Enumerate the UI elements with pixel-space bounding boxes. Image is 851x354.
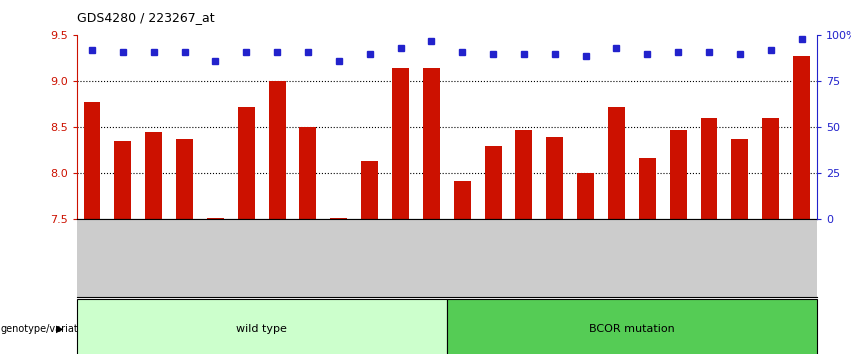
Text: wild type: wild type [237,324,287,334]
Bar [330,218,347,219]
Bar [392,68,409,219]
Text: genotype/variation: genotype/variation [1,324,94,334]
Bar [83,102,100,219]
Bar [207,218,224,219]
Text: GDS4280 / 223267_at: GDS4280 / 223267_at [77,11,214,24]
Bar [762,118,780,219]
Bar [454,181,471,219]
Bar [114,141,131,219]
Bar [731,139,748,219]
Text: percentile rank within the sample: percentile rank within the sample [95,335,260,345]
Text: BCOR mutation: BCOR mutation [589,324,675,334]
Bar [300,127,317,219]
Bar [546,137,563,219]
Bar [237,107,254,219]
Bar [793,56,810,219]
Text: transformed count: transformed count [95,321,186,331]
Text: ■: ■ [81,335,90,345]
Bar [361,161,378,219]
Bar [700,118,717,219]
Bar [577,173,594,219]
Bar [639,158,656,219]
Bar [176,139,193,219]
Bar [423,68,440,219]
Bar [670,130,687,219]
Bar [269,81,286,219]
Bar [516,130,533,219]
Text: ■: ■ [81,321,90,331]
Bar [608,107,625,219]
Bar [484,146,501,219]
Text: ▶: ▶ [56,324,64,334]
Bar [146,132,163,219]
